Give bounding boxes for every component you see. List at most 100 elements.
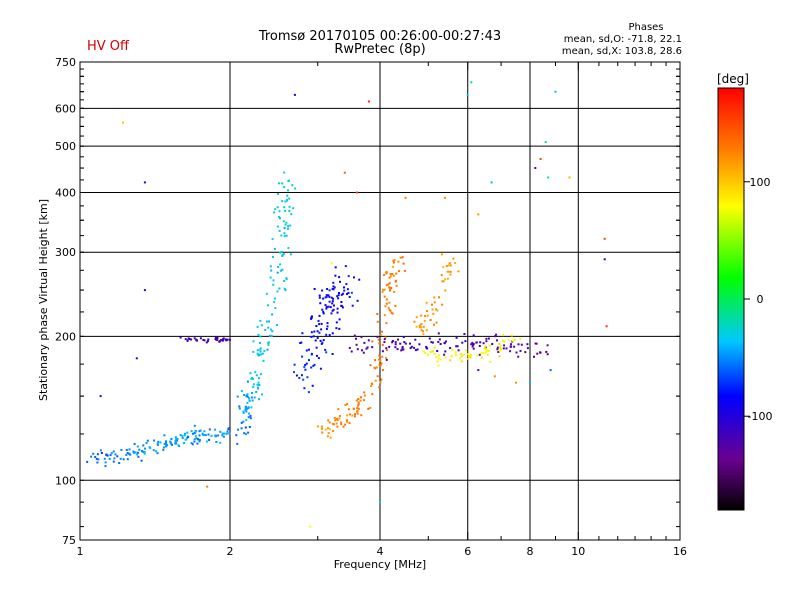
data-point	[245, 419, 248, 421]
data-point	[397, 260, 400, 263]
data-point	[184, 338, 187, 341]
data-point	[248, 397, 250, 400]
data-point	[97, 458, 100, 461]
data-point	[217, 434, 220, 437]
data-point	[283, 287, 286, 290]
data-point	[179, 336, 182, 339]
data-point	[281, 253, 284, 256]
data-point	[465, 349, 468, 352]
data-point	[281, 182, 284, 185]
data-point	[269, 328, 272, 331]
data-point	[426, 314, 429, 317]
data-point	[385, 347, 388, 350]
data-point	[487, 337, 490, 340]
data-point	[449, 270, 452, 273]
data-point	[376, 375, 379, 378]
data-point	[337, 294, 340, 297]
data-point	[403, 341, 406, 344]
data-point	[444, 289, 447, 292]
colorbar-tick-label: 0	[757, 293, 764, 306]
data-point	[148, 446, 151, 449]
data-point	[202, 433, 205, 436]
data-point	[268, 320, 270, 323]
data-point	[283, 206, 286, 209]
data-point	[425, 346, 428, 349]
data-point	[170, 438, 173, 440]
data-point	[510, 343, 512, 346]
data-point	[381, 355, 384, 358]
data-point	[112, 460, 115, 463]
data-point	[387, 307, 390, 310]
data-point	[549, 369, 552, 372]
data-point	[413, 320, 416, 323]
data-point	[348, 413, 351, 416]
data-point	[435, 355, 438, 358]
data-point	[225, 432, 228, 435]
data-point	[281, 200, 284, 203]
data-point	[245, 410, 248, 413]
data-point	[424, 351, 427, 354]
data-point	[357, 401, 360, 404]
data-point	[280, 234, 283, 237]
data-point	[318, 314, 321, 317]
data-point	[304, 368, 307, 371]
data-point	[338, 318, 341, 321]
data-point	[285, 277, 288, 280]
data-point	[276, 324, 279, 326]
data-point	[393, 290, 396, 293]
data-point	[347, 291, 350, 294]
data-point	[264, 329, 267, 331]
data-point	[309, 525, 312, 528]
data-point	[245, 433, 248, 436]
data-point	[400, 349, 403, 352]
data-point	[436, 350, 439, 352]
data-point	[485, 349, 488, 352]
data-point	[143, 289, 146, 292]
data-point	[169, 441, 172, 444]
data-point	[424, 315, 426, 317]
data-point	[546, 344, 549, 347]
data-point	[437, 357, 440, 360]
data-point	[310, 352, 313, 355]
data-point	[383, 338, 386, 341]
data-point	[250, 406, 253, 409]
data-point	[515, 381, 517, 384]
data-point	[247, 407, 250, 410]
data-point	[415, 325, 418, 328]
data-point	[455, 345, 458, 348]
data-point	[257, 381, 260, 384]
data-point	[104, 461, 107, 464]
data-point	[383, 273, 385, 276]
data-point	[320, 425, 323, 428]
data-point	[414, 338, 417, 341]
data-point	[133, 443, 136, 445]
data-point	[328, 334, 331, 337]
data-point	[324, 428, 327, 431]
data-point	[450, 355, 453, 358]
data-point	[284, 289, 287, 292]
data-point	[425, 301, 428, 304]
data-point	[325, 333, 328, 336]
data-point	[436, 360, 439, 363]
data-point	[333, 304, 335, 307]
data-point	[202, 339, 205, 341]
data-point	[278, 287, 281, 290]
data-point	[568, 176, 571, 179]
data-point	[443, 342, 446, 345]
data-point	[278, 216, 281, 219]
data-point	[486, 353, 489, 356]
data-point	[342, 425, 345, 428]
data-point	[455, 336, 458, 339]
data-point	[243, 432, 246, 435]
data-point	[281, 268, 284, 271]
data-point	[319, 367, 322, 370]
data-point	[100, 452, 103, 454]
data-point	[321, 341, 324, 344]
data-point	[222, 435, 225, 438]
data-point	[439, 343, 442, 345]
hv-status-label: HV Off	[87, 39, 130, 54]
data-point	[425, 329, 428, 332]
data-point	[214, 428, 217, 431]
data-point	[346, 293, 348, 295]
data-point	[401, 346, 404, 348]
